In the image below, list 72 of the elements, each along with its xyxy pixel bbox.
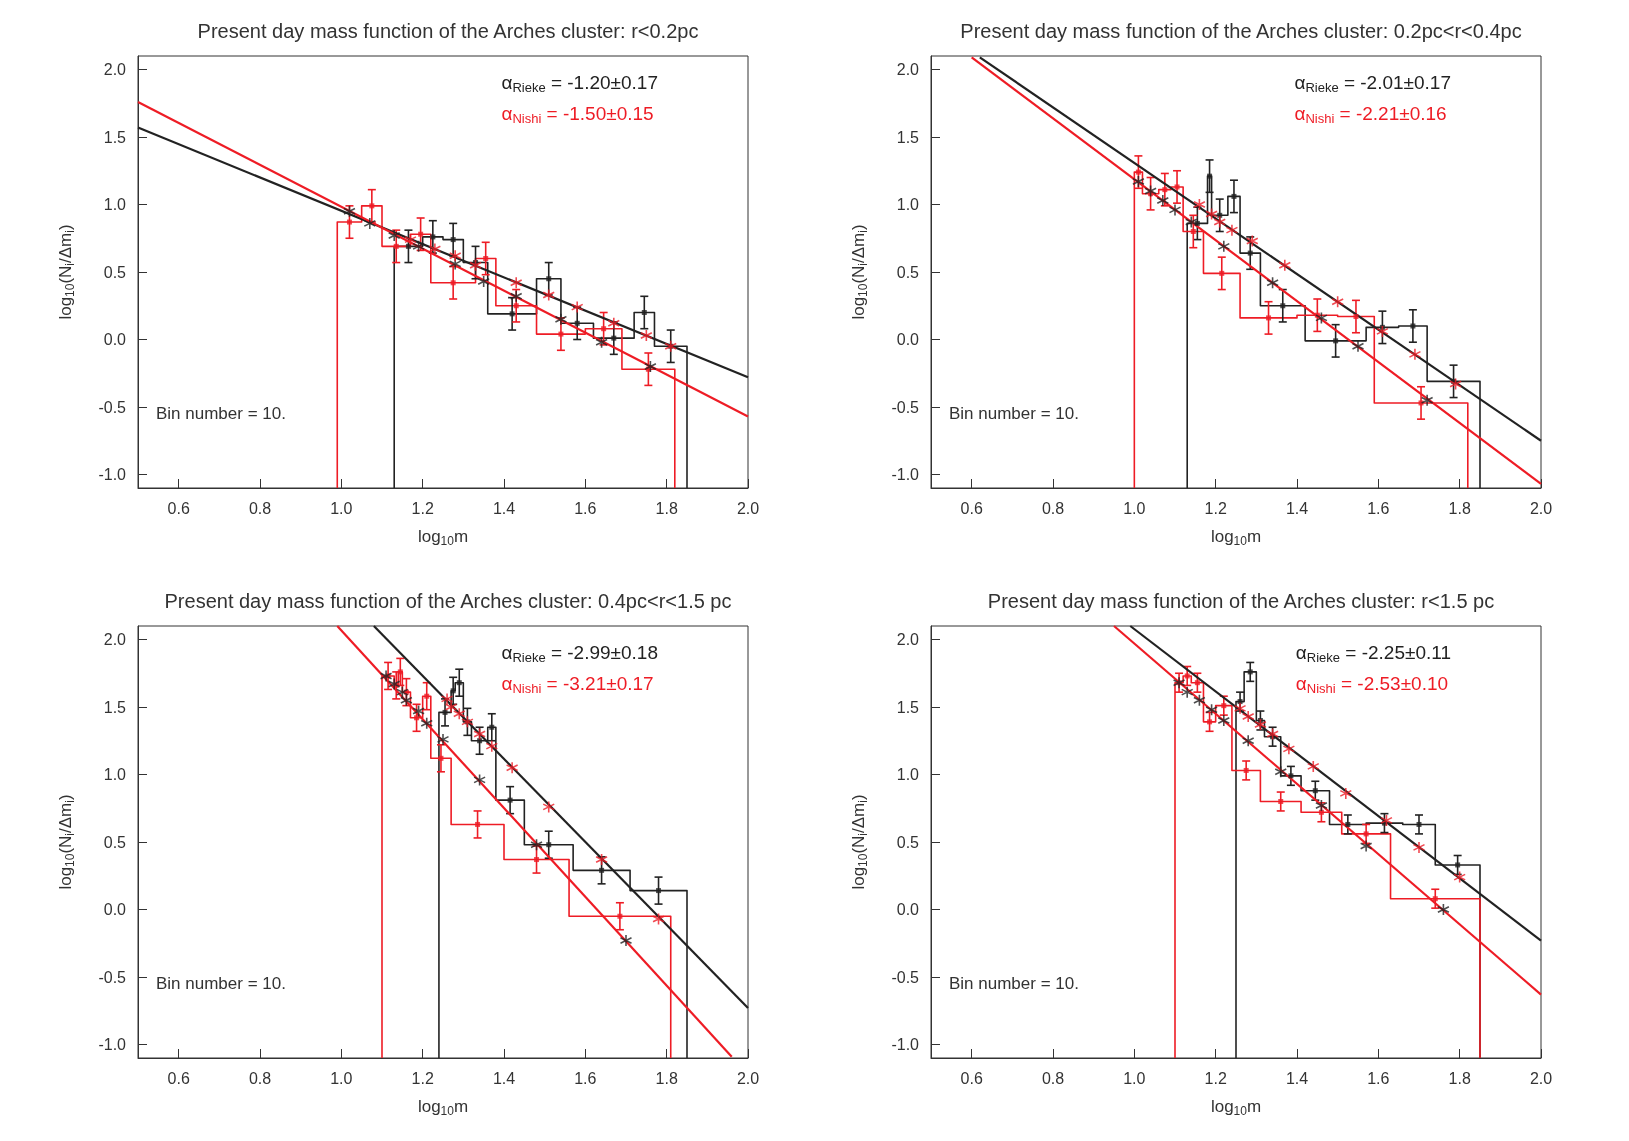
x-tick-label: 2.0 [1529,499,1553,517]
annotation: Bin number = 10. [156,404,286,423]
x-tick-label: 0.6 [960,1069,983,1087]
x-tick-label: 0.6 [167,1069,190,1087]
y-tick-label: 1.5 [103,698,127,716]
y-tick-label: 1.5 [896,698,920,716]
x-tick-label: 1.6 [1367,499,1390,517]
y-tick-label: 1.5 [896,128,920,146]
x-tick-label: 0.8 [1041,499,1065,517]
x-tick-label: 1.4 [492,499,516,517]
y-tick-label: -0.5 [891,968,920,986]
x-tick-label: 1.4 [1285,1069,1309,1087]
y-tick-label: 1.5 [103,128,127,146]
x-tick-label: 1.0 [330,1069,353,1087]
y-tick-label: 0.5 [103,263,127,281]
x-tick-label: 1.2 [1204,499,1227,517]
x-tick-label: 1.0 [1123,1069,1146,1087]
x-tick-label: 1.8 [655,1069,678,1087]
y-tick-label: 0.5 [103,833,127,851]
x-tick-label: 1.8 [655,499,678,517]
x-tick-label: 1.2 [411,499,434,517]
y-tick-label: 2.0 [103,631,127,648]
y-tick-label: 0.0 [896,901,920,918]
y-tick-label: 2.0 [896,631,920,648]
x-tick-label: 1.6 [1367,1069,1390,1087]
annotation: Bin number = 10. [949,974,1079,993]
y-axis-title: log10(Ni/Δmi) [849,224,870,320]
x-tick-label: 1.8 [1448,1069,1471,1087]
x-tick-label: 0.8 [248,499,272,517]
annotation: Bin number = 10. [156,974,286,993]
chart-title: Present day mass function of the Arches cluster: r<0.2pc [197,20,699,42]
x-tick-label: 0.8 [1041,1069,1065,1087]
y-tick-label: 0.0 [103,901,127,918]
y-axis-title: log10(Ni/Δmi) [56,794,77,890]
x-tick-label: 2.0 [736,1069,760,1087]
y-tick-label: -1.0 [98,466,127,483]
y-tick-label: 0.0 [896,331,920,348]
y-tick-label: -0.5 [891,398,920,416]
y-axis-title: log10(Ni/Δmi) [849,794,870,890]
y-tick-label: -1.0 [891,466,920,483]
x-tick-label: 1.6 [574,1069,597,1087]
y-tick-label: -0.5 [98,398,127,416]
x-tick-label: 1.2 [1204,1069,1227,1087]
x-tick-label: 1.6 [574,499,597,517]
x-tick-label: 2.0 [736,499,760,517]
x-tick-label: 1.4 [1285,499,1309,517]
y-tick-label: 0.0 [103,331,127,348]
x-tick-label: 2.0 [1529,1069,1553,1087]
x-tick-label: 0.6 [960,499,983,517]
x-tick-label: 1.0 [1123,499,1146,517]
x-tick-label: 0.8 [248,1069,272,1087]
annotation: Bin number = 10. [949,404,1079,423]
y-tick-label: 0.5 [896,263,920,281]
y-tick-label: 2.0 [896,61,920,78]
x-tick-label: 1.0 [330,499,353,517]
y-tick-label: -1.0 [98,1036,127,1053]
y-axis-title: log10(Ni/Δmi) [56,224,77,320]
chart-title: Present day mass function of the Arches cluster: r<1.5 pc [987,590,1495,612]
chart-title: Present day mass function of the Arches cluster: 0.4pc<r<1.5 pc [164,590,732,612]
y-tick-label: 1.0 [103,766,127,783]
chart-title: Present day mass function of the Arches cluster: 0.2pc<r<0.4pc [960,20,1522,42]
y-tick-label: 0.5 [896,833,920,851]
x-tick-label: 0.6 [167,499,190,517]
y-tick-label: -0.5 [98,968,127,986]
y-tick-label: 1.0 [103,196,127,213]
x-tick-label: 1.4 [492,1069,516,1087]
y-tick-label: 2.0 [103,61,127,78]
y-tick-label: 1.0 [896,196,920,213]
y-tick-label: 1.0 [896,766,920,783]
x-tick-label: 1.8 [1448,499,1471,517]
y-tick-label: -1.0 [891,1036,920,1053]
x-tick-label: 1.2 [411,1069,434,1087]
